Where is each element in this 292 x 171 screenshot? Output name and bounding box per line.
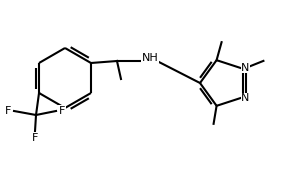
Text: F: F	[32, 133, 38, 143]
Text: F: F	[5, 106, 11, 116]
Text: NH: NH	[142, 53, 158, 63]
Text: N: N	[241, 63, 250, 73]
Text: N: N	[241, 93, 250, 103]
Text: F: F	[59, 106, 65, 116]
